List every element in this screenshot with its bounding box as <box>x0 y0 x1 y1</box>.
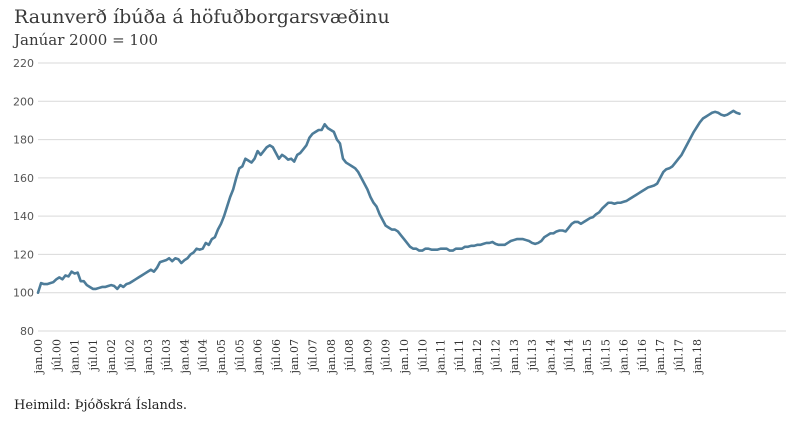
x-tick-label: júl.09 <box>380 339 393 373</box>
x-tick-label: jan.16 <box>618 339 631 376</box>
series-layer <box>36 109 741 295</box>
x-tick-label: jan.14 <box>544 339 557 376</box>
x-tick-label: júl.14 <box>563 339 576 373</box>
x-tick-label: jan.04 <box>178 339 191 376</box>
x-tick-label: júl.05 <box>233 339 246 373</box>
x-tick-label: jan.02 <box>105 339 118 376</box>
chart-source: Heimild: Þjóðskrá Íslands. <box>14 398 187 413</box>
x-tick-label: júl.08 <box>343 339 356 373</box>
x-tick-label: jan.11 <box>435 339 448 376</box>
chart-title: Raunverð íbúða á höfuðborgarsvæðinu <box>14 6 390 28</box>
x-tick-label: júl.04 <box>197 339 210 373</box>
x-tick-label: júl.02 <box>124 339 137 373</box>
x-tick-label: jan.08 <box>325 339 338 376</box>
x-tick-label: jan.17 <box>654 339 667 376</box>
y-tick-label: 140 <box>13 210 34 223</box>
x-tick-label: júl.11 <box>453 339 466 373</box>
x-tick-label: júl.00 <box>50 339 63 373</box>
grid-lines <box>38 62 786 332</box>
y-tick-label: 120 <box>13 248 34 261</box>
x-tick-label: júl.06 <box>270 339 283 373</box>
y-axis-tick-labels: 80 100 120 140 160 180 200 220 <box>13 57 34 338</box>
x-tick-label: jan.05 <box>215 339 228 376</box>
x-tick-label: jan.01 <box>69 339 82 376</box>
y-tick-label: 100 <box>13 287 34 300</box>
x-tick-label: jan.06 <box>252 339 265 376</box>
chart-subtitle: Janúar 2000 = 100 <box>14 31 159 49</box>
x-tick-label: jan.10 <box>398 339 411 376</box>
x-tick-label: júl.12 <box>490 339 503 373</box>
x-tick-label: jan.13 <box>508 339 521 376</box>
x-axis-tick-labels: jan.00 júl.00 jan.01 júl.01 jan.02 júl.02 jan.… <box>32 339 704 376</box>
series-line <box>36 109 741 295</box>
x-tick-label: júl.17 <box>673 339 686 373</box>
x-tick-label: jan.09 <box>361 339 374 376</box>
y-tick-label: 80 <box>20 325 34 338</box>
y-tick-label: 220 <box>13 57 34 70</box>
x-tick-label: júl.03 <box>160 339 173 373</box>
x-tick-label: jan.07 <box>288 339 301 376</box>
y-tick-label: 160 <box>13 172 34 185</box>
x-tick-label: jan.15 <box>581 339 594 376</box>
x-tick-label: jan.00 <box>32 339 45 376</box>
x-tick-label: jan.12 <box>471 339 484 376</box>
x-tick-label: jan.18 <box>691 339 704 376</box>
x-tick-label: júl.15 <box>599 339 612 373</box>
x-tick-label: júl.07 <box>307 339 320 373</box>
x-tick-label: jan.03 <box>142 339 155 376</box>
y-tick-label: 200 <box>13 95 34 108</box>
x-tick-label: júl.13 <box>526 339 539 373</box>
x-tick-label: júl.10 <box>416 339 429 373</box>
y-tick-label: 180 <box>13 134 34 147</box>
x-tick-label: júl.16 <box>636 339 649 373</box>
x-tick-label: júl.01 <box>87 339 100 373</box>
